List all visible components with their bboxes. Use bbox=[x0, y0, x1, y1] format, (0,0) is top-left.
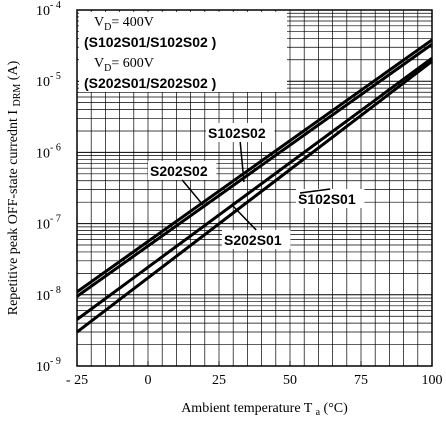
x-tick-label: 75 bbox=[354, 373, 368, 388]
series-line-s102s02 bbox=[76, 38, 433, 294]
legend-device-line: (S102S01/S102S02 ) bbox=[84, 34, 216, 50]
y-tick-label: 10- 5 bbox=[36, 71, 61, 90]
plot-frame bbox=[76, 9, 433, 367]
series-line-s202s02 bbox=[76, 43, 433, 298]
annotation-background bbox=[222, 230, 291, 249]
annotation-leader bbox=[231, 204, 257, 231]
series-line-s202s01 bbox=[76, 60, 433, 334]
annotation-leader bbox=[239, 141, 245, 183]
x-tick-label: 0 bbox=[145, 373, 152, 388]
y-axis-title: Repetitive peak OFF-state currednt I DRM… bbox=[6, 60, 23, 315]
y-tick-label: 10- 9 bbox=[36, 356, 61, 375]
annotations: S102S02 S202S02 S102S01 S202S01 bbox=[148, 123, 365, 249]
legend-box: VD= 400V(S102S01/S102S02 ) VD= 600V(S202S… bbox=[79, 12, 287, 92]
series-layer bbox=[76, 38, 433, 334]
legend-voltage-line: VD= 600V bbox=[94, 56, 154, 74]
x-tick-label: - 25 bbox=[66, 373, 88, 388]
annotation-label-s102s02: S102S02 bbox=[208, 125, 266, 141]
x-axis-title: Ambient temperature T a (°C) bbox=[181, 401, 348, 418]
annotation-background bbox=[206, 123, 275, 142]
x-tick-label: 50 bbox=[283, 373, 297, 388]
annotation-label-s202s02: S202S02 bbox=[150, 163, 208, 179]
series-line-s102s01 bbox=[76, 57, 433, 321]
y-tick-label: 10- 6 bbox=[36, 142, 61, 161]
x-tick-label: 100 bbox=[422, 373, 443, 388]
annotation-background bbox=[296, 189, 365, 208]
legend-voltage-line: VD= 400V bbox=[94, 15, 154, 33]
annotation-leader bbox=[299, 188, 331, 194]
legend-background bbox=[79, 12, 287, 92]
y-tick-label: 10- 8 bbox=[36, 285, 61, 304]
legend-device-line: (S202S01/S202S02 ) bbox=[84, 75, 216, 91]
x-tick-label: 25 bbox=[212, 373, 226, 388]
y-tick-label: 10- 4 bbox=[36, 0, 61, 19]
annotation-background bbox=[148, 161, 217, 180]
annotation-label-s202s01: S202S01 bbox=[224, 232, 282, 248]
annotation-leader bbox=[181, 179, 204, 206]
ticks: - 25 0 25 50 75 100 10- 9 10- 8 10- 7 10- 6 10- 5 1… bbox=[36, 0, 443, 388]
y-tick-label: 10- 7 bbox=[36, 214, 61, 233]
annotation-label-s102s01: S102S01 bbox=[298, 191, 356, 207]
